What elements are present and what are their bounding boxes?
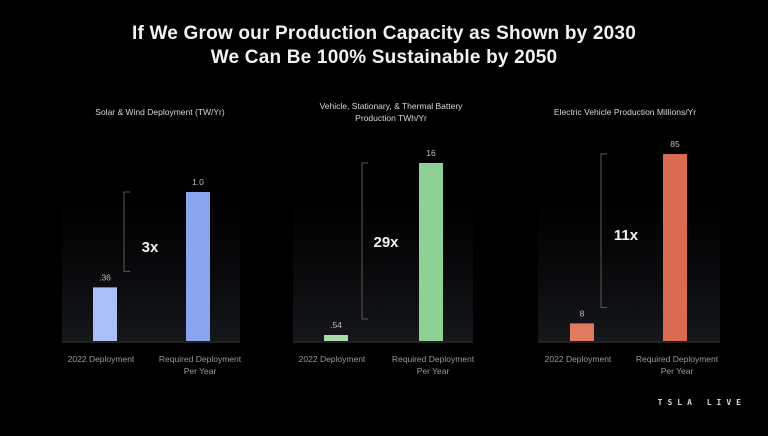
chart-1-value-label-1: .36 (99, 272, 111, 282)
chart-1-bar-1 (93, 287, 117, 341)
chart-3-value-label-2: 85 (670, 139, 680, 149)
chart-1-background (62, 188, 240, 341)
chart-3-background (538, 188, 720, 341)
chart-2-value-label-1: .54 (330, 320, 342, 330)
chart-2-title: Vehicle, Stationary, & Thermal Battery P… (319, 101, 463, 123)
chart-2-category-label-1: 2022 Deployment (299, 354, 366, 364)
chart-1-value-label-2: 1.0 (192, 177, 204, 187)
chart-3-multiplier: 11x (614, 227, 639, 244)
chart-1-title: Solar & Wind Deployment (TW/Yr) (95, 107, 225, 117)
chart-2-bracket (361, 162, 368, 320)
chart-2-value-label-2: 16 (426, 148, 436, 158)
chart-3-category-label-1: 2022 Deployment (545, 354, 612, 364)
chart-1-bracket (123, 191, 130, 272)
tesla-live-logo: TSLA LIVE (657, 398, 746, 407)
chart-3-bracket (600, 153, 607, 308)
chart-3-bar-2 (663, 154, 687, 341)
slide-title-line-2: We Can Be 100% Sustainable by 2050 (210, 47, 558, 68)
chart-3-category-label-2: Required Deployment Per Year (636, 354, 719, 376)
chart-3-title: Electric Vehicle Production Millions/Yr (553, 107, 697, 117)
chart-1-category-label-2: Required Deployment Per Year (159, 354, 242, 376)
chart-2-multiplier: 29x (373, 234, 399, 251)
chart-1-bar-2 (186, 192, 210, 341)
chart-3-value-label-1: 8 (580, 308, 585, 318)
slide-title: If We Grow our Production Capacity as Sh… (0, 22, 768, 70)
chart-2-background (293, 188, 473, 341)
chart-1-category-label-1: 2022 Deployment (68, 354, 135, 364)
slide-title-line-1: If We Grow our Production Capacity as Sh… (132, 23, 636, 44)
chart-2-bar-1 (324, 334, 348, 341)
chart-1-multiplier: 3x (142, 239, 159, 256)
chart-2-category-label-2: Required Deployment Per Year (392, 354, 475, 376)
chart-2-bar-2 (419, 163, 443, 341)
chart-3-bar-1 (570, 323, 594, 341)
